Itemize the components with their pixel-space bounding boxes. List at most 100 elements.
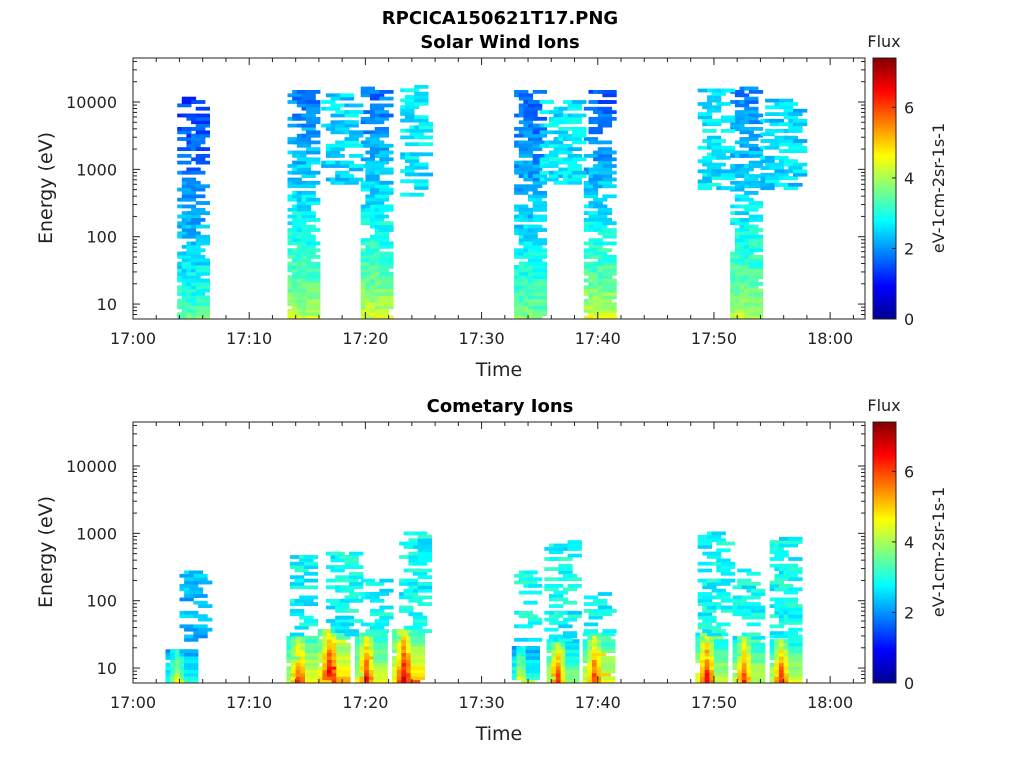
sw-burst-0-cell	[195, 113, 210, 118]
sw-burst-4-cell	[583, 137, 599, 141]
ci-scatter-6-cell	[562, 631, 578, 635]
ci-burst-3-cell	[373, 652, 388, 657]
solar-wind-plot-frame	[132, 57, 866, 320]
sw-scatter-4-cell	[793, 145, 808, 150]
ci-burst-4-cell	[406, 679, 421, 684]
ci-scatter-4-cell	[399, 555, 414, 559]
ci-scatter-6-cell	[567, 547, 582, 551]
sw-burst-1-cell	[306, 140, 321, 145]
ci-scatter-2-cell	[349, 592, 364, 596]
sw-burst-0-cell	[177, 103, 192, 108]
sw-burst-5-cell	[734, 282, 750, 286]
ci-burst-1-cell	[305, 639, 320, 643]
sw-burst-2-cell	[379, 180, 394, 185]
sw-burst-5-cell	[748, 248, 764, 253]
ci-scatter-2-cell	[330, 551, 345, 556]
ci-y-tick-label: 10000	[66, 457, 117, 476]
ci-scatter-6-cell	[549, 614, 564, 619]
ci-scatter-6-cell	[567, 610, 582, 615]
solar-wind-x-axis-label: Time	[475, 359, 523, 381]
sw-burst-1-cell	[306, 133, 321, 138]
ci-scatter-4-cell	[399, 605, 414, 610]
sw-burst-2-cell	[379, 251, 394, 256]
ci-scatter-2-cell	[330, 598, 345, 603]
sw-burst-2-cell	[360, 184, 375, 189]
ci-scatter-6-cell	[567, 577, 582, 582]
sw-burst-5-cell	[739, 228, 754, 232]
sw-burst-0-cell	[191, 218, 206, 222]
ci-scatter-9-cell	[751, 612, 766, 617]
sw-scatter-3-cell	[711, 172, 726, 177]
ci-burst-3-cell	[373, 666, 388, 670]
sw-scatter-4-cell	[765, 129, 780, 133]
sw-burst-1-cell	[296, 167, 312, 172]
sw-scatter-2-cell	[539, 110, 554, 114]
ci-scatter-8-cell	[716, 622, 731, 627]
ci-burst-0-cell	[184, 659, 199, 664]
ci-scatter-6-cell	[553, 590, 568, 595]
sw-burst-5-cell	[744, 110, 759, 114]
ci-burst-4-cell	[410, 669, 425, 674]
ci-scatter-1-cell	[289, 575, 305, 580]
sw-burst-2-cell	[379, 298, 394, 303]
sw-burst-2-cell	[370, 167, 385, 172]
sw-burst-4-cell	[602, 285, 617, 290]
sw-scatter-4-cell	[760, 159, 775, 164]
sw-burst-0-cell	[195, 258, 210, 263]
ci-burst-2-cell	[336, 649, 351, 654]
ci-scatter-6-cell	[544, 577, 559, 582]
sw-scatter-0-cell	[349, 103, 364, 108]
cometary-y-axis-label: Energy (eV)	[35, 496, 57, 608]
sw-scatter-1-cell	[414, 95, 429, 99]
sw-burst-3-cell	[532, 295, 547, 300]
sw-scatter-2-cell	[539, 170, 554, 175]
sw-burst-5-cell	[739, 130, 754, 135]
ci-scatter-10-cell	[783, 590, 798, 595]
sw-burst-0-cell	[181, 197, 197, 202]
sw-burst-1-cell	[306, 248, 321, 253]
sw-scatter-4-cell	[779, 105, 794, 110]
ci-burst-1-cell	[305, 669, 320, 674]
ci-scatter-10-cell	[788, 610, 803, 615]
ci-scatter-2-cell	[325, 619, 341, 623]
sw-burst-0-cell	[195, 211, 210, 215]
ci-scatter-5-cell	[518, 590, 534, 595]
ci-burst-0-cell	[184, 649, 199, 654]
ci-burst-6-cell	[565, 652, 580, 657]
sw-burst-1-cell	[306, 315, 321, 320]
sw-burst-1-cell	[306, 103, 321, 108]
sw-burst-5-cell	[734, 116, 750, 121]
sw-burst-5-cell	[739, 295, 754, 300]
sw-scatter-2-cell	[553, 130, 568, 135]
ci-scatter-8-cell	[707, 578, 722, 583]
solar-wind-colorbar-label: eV-1cm-2sr-1s-1	[929, 123, 948, 253]
sw-scatter-3-cell	[720, 129, 736, 133]
ci-scatter-8-cell	[720, 561, 736, 566]
ci-colorbar-tick-label: 4	[904, 533, 914, 552]
sw-burst-4-cell	[602, 116, 617, 121]
ci-burst-7-cell	[601, 669, 616, 674]
ci-scatter-9-cell	[732, 602, 747, 606]
sw-scatter-4-cell	[774, 135, 789, 140]
sw-scatter-4-cell	[783, 115, 798, 120]
ci-burst-6-cell	[565, 666, 580, 670]
ci-scatter-10-cell	[788, 617, 803, 622]
sw-scatter-1-cell	[404, 165, 420, 170]
sw-burst-3-cell	[532, 238, 547, 242]
sw-scatter-4-cell	[783, 159, 798, 164]
ci-scatter-6-cell	[567, 584, 582, 588]
ci-scatter-5-cell	[514, 580, 529, 585]
sw-scatter-4-cell	[765, 179, 780, 184]
sw-scatter-0-cell	[325, 160, 341, 165]
sw-burst-0-cell	[195, 133, 210, 138]
ci-scatter-8-cell	[702, 585, 717, 590]
sw-scatter-2-cell	[544, 177, 559, 182]
sw-burst-5-cell	[748, 164, 764, 168]
ci-scatter-2-cell	[349, 585, 364, 590]
solar-wind-y-ticks: 10 100 1000 10000	[66, 60, 865, 320]
ci-burst-3-cell	[373, 669, 388, 674]
ci-burst-4-cell	[392, 635, 407, 640]
sw-scatter-1-cell	[414, 101, 429, 106]
sw-burst-0-cell	[195, 298, 210, 303]
sw-x-tick-label: 17:20	[342, 329, 388, 348]
